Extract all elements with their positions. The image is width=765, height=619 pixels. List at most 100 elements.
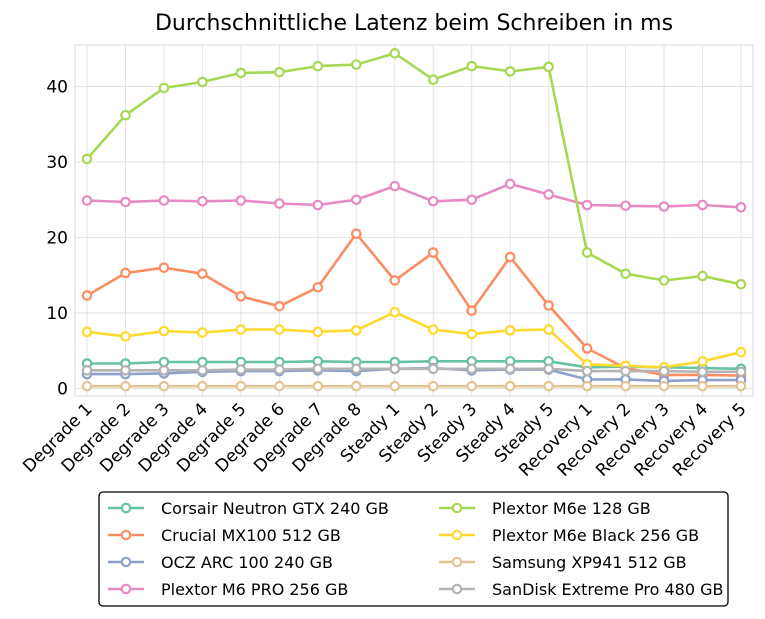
legend-box [98,491,729,607]
data-point [735,346,747,358]
data-point [197,365,208,376]
data-point [81,195,93,206]
series [81,178,747,213]
data-point [427,380,439,392]
series [81,380,747,392]
legend-item: Corsair Neutron GTX 240 GB [108,499,389,518]
y-tick-label: 10 [46,304,68,324]
legend-label: SanDisk Extreme Pro 480 GB [492,580,723,599]
legend-item: Plextor M6e Black 256 GB [439,526,699,545]
data-point [697,366,708,378]
data-point [120,196,131,208]
data-point [235,291,247,302]
legend-marker [451,529,463,541]
data-point [274,324,285,335]
data-point [81,153,93,165]
data-point [620,268,631,280]
data-point [350,380,362,392]
data-point [735,366,747,378]
legend-item: OCZ ARC 100 240 GB [108,553,333,572]
data-point [581,365,593,377]
legend-marker [451,583,463,595]
data-point [235,364,247,375]
data-point [389,180,401,192]
data-point [504,380,516,392]
data-point [389,306,401,318]
series-line [86,51,742,286]
data-point [235,67,247,79]
data-point [81,365,93,376]
legend-label: Crucial MX100 512 GB [161,526,341,545]
data-point [158,356,170,368]
data-point [274,364,285,375]
data-point [158,365,170,376]
legend-label: Plextor M6e 128 GB [492,499,651,518]
data-point [658,275,670,286]
data-point [120,365,131,376]
data-point [620,365,631,377]
legend-label: Plextor M6 PRO 256 GB [161,580,348,599]
plot-frame [74,44,754,397]
data-point [197,195,208,207]
y-tick-label: 30 [46,153,68,173]
data-point [581,343,593,354]
legend-marker [120,556,132,568]
series [81,228,747,381]
legend-label: Corsair Neutron GTX 240 GB [161,499,389,518]
legend-label: OCZ ARC 100 240 GB [161,553,333,572]
data-point [197,356,208,368]
chart-title: Durchschnittliche Latenz beim Schreiben … [155,11,673,36]
legend-marker [120,502,132,514]
data-point [697,380,708,392]
data-point [158,380,170,392]
data-point [389,380,401,392]
data-point [235,195,247,206]
data-point [466,60,478,72]
data-point [504,178,516,190]
data-point [197,327,208,338]
data-point [697,199,708,211]
data-point [274,380,285,392]
legend: Corsair Neutron GTX 240 GB Crucial MX100 … [98,491,729,607]
data-point [581,199,593,211]
data-point [697,270,708,282]
legend-item: Samsung XP941 512 GB [439,553,687,572]
data-point [543,363,554,375]
data-point [427,195,439,207]
data-point [735,201,747,213]
data-point [389,48,401,59]
data-point [466,305,478,317]
data-point [697,355,708,367]
grid [75,45,753,396]
series-line [86,232,742,377]
data-point [274,66,285,78]
data-point [735,278,747,290]
data-point [735,380,747,392]
data-point [81,326,93,338]
data-point [466,328,478,340]
data-point [350,228,362,240]
legend-item: Plextor M6 PRO 256 GB [108,580,348,599]
data-point [350,363,362,375]
series-group [81,48,747,392]
data-point [581,247,593,258]
data-point [427,324,439,335]
data-point [389,275,401,286]
data-point [543,189,554,200]
data-point [581,380,593,392]
legend-label: Samsung XP941 512 GB [492,553,687,572]
data-point [312,380,324,392]
data-point [620,380,631,392]
data-point [197,76,208,88]
data-point [350,194,362,206]
legend-label: Plextor M6e Black 256 GB [492,526,699,545]
legend-item: Plextor M6e 128 GB [439,499,651,518]
data-point [81,290,93,301]
series [81,48,747,290]
data-point [120,109,131,121]
data-point [504,325,516,336]
legend-item: SanDisk Extreme Pro 480 GB [439,580,723,599]
data-point [466,380,478,392]
